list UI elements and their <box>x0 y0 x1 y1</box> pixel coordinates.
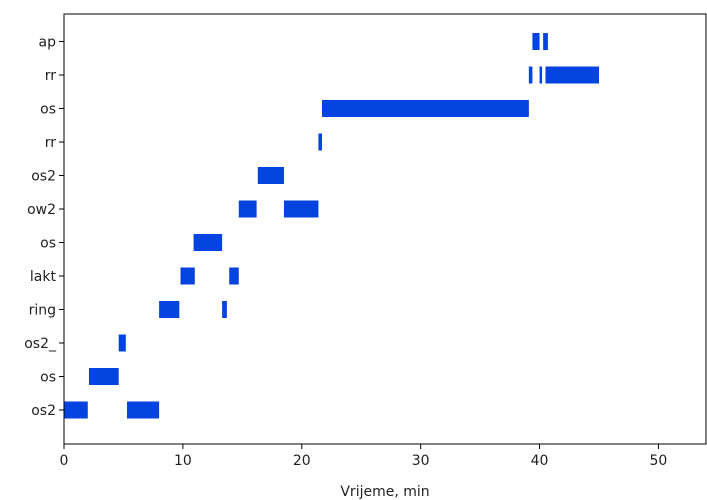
interval-bar <box>159 301 180 318</box>
x-axis-ticks: 0 10 20 30 40 50 <box>60 444 668 469</box>
y-tick-label: os <box>40 236 56 252</box>
plot-frame <box>63 13 707 445</box>
interval-bar <box>539 66 543 84</box>
plot-area <box>64 14 706 444</box>
y-tick-label: rr <box>45 68 57 84</box>
x-axis-label: Vrijeme, min <box>340 484 429 500</box>
x-tick-label: 40 <box>531 453 549 469</box>
interval-bar <box>257 167 284 184</box>
interval-bar <box>321 100 529 117</box>
interval-bar <box>283 200 319 218</box>
interval-bar <box>543 33 548 50</box>
interval-bar <box>532 33 540 50</box>
y-tick-label: os <box>40 102 56 118</box>
interval-bar <box>229 267 239 285</box>
interval-bar <box>193 234 223 251</box>
interval-bar <box>318 133 322 151</box>
x-tick-label: 10 <box>174 453 192 469</box>
x-tick-label: 50 <box>650 453 668 469</box>
interval-bars <box>64 33 599 419</box>
y-tick-label: lakt <box>30 269 57 285</box>
interval-bar <box>64 401 88 419</box>
x-tick-label: 0 <box>60 453 69 469</box>
y-tick-label: os2 <box>31 169 56 185</box>
y-tick-label: os <box>40 370 56 386</box>
interval-bar <box>118 334 126 352</box>
y-tick-label: os2 <box>31 403 56 419</box>
interval-bar <box>222 301 227 318</box>
y-tick-label: ap <box>39 35 57 51</box>
interval-bar <box>528 66 533 84</box>
interval-bar <box>180 267 195 285</box>
y-axis-ticks: os2 os os2_ ring lakt os ow2 os2 rr os rr ap <box>24 35 64 419</box>
y-tick-label: rr <box>45 135 57 151</box>
x-tick-label: 20 <box>293 453 311 469</box>
interval-bar <box>238 200 257 218</box>
y-tick-label: os2_ <box>24 336 57 352</box>
x-tick-label: 30 <box>412 453 430 469</box>
y-tick-label: ring <box>29 303 56 319</box>
interval-bar <box>88 368 119 385</box>
y-tick-label: ow2 <box>27 202 56 218</box>
interval-bar <box>545 66 599 84</box>
interval-bar <box>127 401 160 419</box>
